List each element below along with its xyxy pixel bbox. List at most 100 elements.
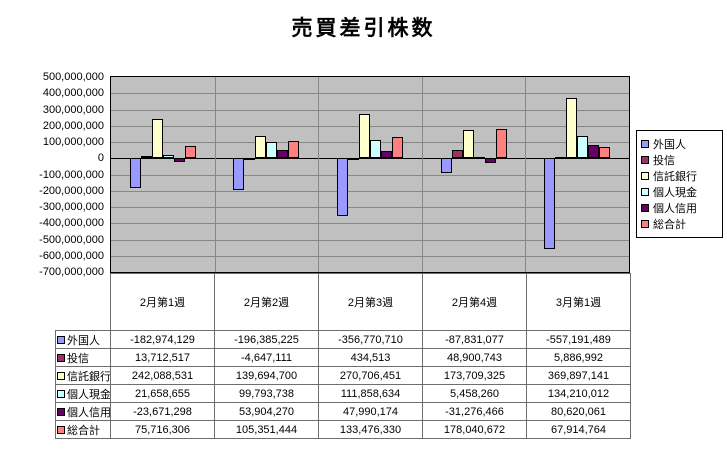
gridline — [111, 223, 629, 225]
legend-item: 外国人 — [641, 136, 718, 152]
series-name: 総合計 — [67, 424, 100, 437]
series-name: 個人現金 — [67, 388, 111, 401]
legend-key-icon — [641, 172, 649, 180]
legend-key-icon — [641, 188, 649, 196]
gridline — [111, 174, 629, 176]
legend-label: 信託銀行 — [653, 171, 697, 183]
series-name-cell: 個人信用 — [55, 402, 111, 421]
bar — [266, 142, 278, 159]
bar — [566, 98, 578, 159]
bar — [233, 158, 245, 191]
bar — [577, 136, 589, 159]
gridline — [111, 239, 629, 241]
legend-item: 総合計 — [641, 216, 718, 232]
legend-item: 信託銀行 — [641, 168, 718, 184]
value-cell: 134,210,012 — [526, 384, 631, 403]
legend: 外国人 投信 信託銀行 個人現金 個人信用 総合計 — [636, 130, 723, 238]
gridline — [111, 255, 629, 257]
bar — [599, 147, 611, 159]
value-cell: 99,793,738 — [214, 384, 319, 403]
value-cell: -196,385,225 — [214, 330, 319, 349]
series-name: 外国人 — [67, 334, 100, 347]
value-cell: -356,770,710 — [318, 330, 423, 349]
bar — [244, 158, 256, 161]
y-axis-label: -500,000,000 — [39, 233, 104, 246]
series-name: 信託銀行 — [67, 370, 111, 383]
category-label: 2月第3週 — [318, 273, 423, 331]
table-row: 総合計 75,716,306 105,351,444 133,476,330 178,0… — [55, 420, 631, 439]
category-separator — [318, 77, 320, 272]
gridline — [111, 190, 629, 192]
table-row: 個人信用 -23,671,298 53,904,270 47,990,174 -31,2… — [55, 402, 631, 421]
value-cell: 434,513 — [318, 348, 423, 367]
bar — [555, 157, 567, 160]
bar — [348, 158, 359, 161]
y-axis-label: 0 — [97, 152, 104, 165]
bar — [162, 154, 174, 159]
series-name: 個人信用 — [67, 406, 111, 419]
legend-item: 個人信用 — [641, 200, 718, 216]
plot-area — [110, 76, 630, 273]
value-cell: 47,990,174 — [318, 402, 423, 421]
legend-item: 投信 — [641, 152, 718, 168]
legend-key-icon — [641, 140, 649, 148]
legend-label: 個人信用 — [653, 203, 697, 215]
bar — [173, 158, 185, 163]
y-axis-label: -300,000,000 — [39, 201, 104, 213]
value-cell: 178,040,672 — [422, 420, 527, 439]
y-axis-label: 200,000,000 — [42, 119, 104, 132]
table-row: 個人現金 21,658,655 99,793,738 111,858,634 5,458… — [55, 384, 631, 403]
value-cell: -23,671,298 — [110, 402, 215, 421]
bar — [370, 140, 381, 159]
value-cell: 270,706,451 — [318, 366, 423, 385]
value-cell: 242,088,531 — [110, 366, 215, 385]
bar — [381, 150, 392, 159]
gridline — [111, 207, 629, 208]
bar — [288, 141, 300, 159]
legend-key-icon — [641, 204, 649, 212]
value-cell: 111,858,634 — [318, 384, 423, 403]
legend-key-icon — [641, 156, 649, 164]
series-name-cell: 投信 — [55, 348, 111, 367]
bar — [462, 130, 474, 159]
y-axis-label: -600,000,000 — [39, 249, 104, 262]
series-name: 投信 — [67, 352, 89, 365]
value-cell: 133,476,330 — [318, 420, 423, 439]
value-cell: -4,647,111 — [214, 348, 319, 367]
y-axis-label: -200,000,000 — [39, 184, 104, 197]
category-separator — [525, 77, 527, 272]
legend-label: 総合計 — [653, 219, 686, 231]
series-name-cell: 個人現金 — [55, 384, 111, 403]
value-cell: -87,831,077 — [422, 330, 527, 349]
value-cell: -182,974,129 — [110, 330, 215, 349]
value-cell: 173,709,325 — [422, 366, 527, 385]
y-axis-label: -700,000,000 — [39, 266, 104, 278]
bar — [451, 150, 463, 159]
bar — [337, 158, 348, 217]
bar — [184, 145, 196, 159]
value-cell: 80,620,061 — [526, 402, 631, 421]
value-cell: 5,886,992 — [526, 348, 631, 367]
series-key-icon — [57, 353, 65, 362]
value-cell: 139,694,700 — [214, 366, 319, 385]
value-cell: 369,897,141 — [526, 366, 631, 385]
legend-label: 投信 — [653, 155, 675, 167]
legend-label: 外国人 — [653, 139, 686, 151]
series-key-icon — [57, 335, 65, 344]
bar — [277, 149, 289, 159]
bar — [544, 158, 556, 249]
series-key-icon — [57, 407, 65, 416]
category-separator — [421, 77, 423, 272]
value-cell: 13,712,517 — [110, 348, 215, 367]
data-table-body: 2月第1週 2月第2週 2月第3週 2月第4週 3月第1週 外国人 -182,974,129… — [55, 273, 631, 439]
bar — [440, 158, 452, 173]
y-axis-label: 100,000,000 — [42, 136, 104, 148]
value-cell: 21,658,655 — [110, 384, 215, 403]
data-table: 2月第1週 2月第2週 2月第3週 2月第4週 3月第1週 外国人 -182,974,129… — [55, 273, 631, 439]
value-cell: 67,914,764 — [526, 420, 631, 439]
bar — [140, 156, 152, 159]
zero-line — [111, 158, 629, 160]
bar — [473, 157, 485, 160]
category-label: 2月第1週 — [110, 273, 215, 331]
